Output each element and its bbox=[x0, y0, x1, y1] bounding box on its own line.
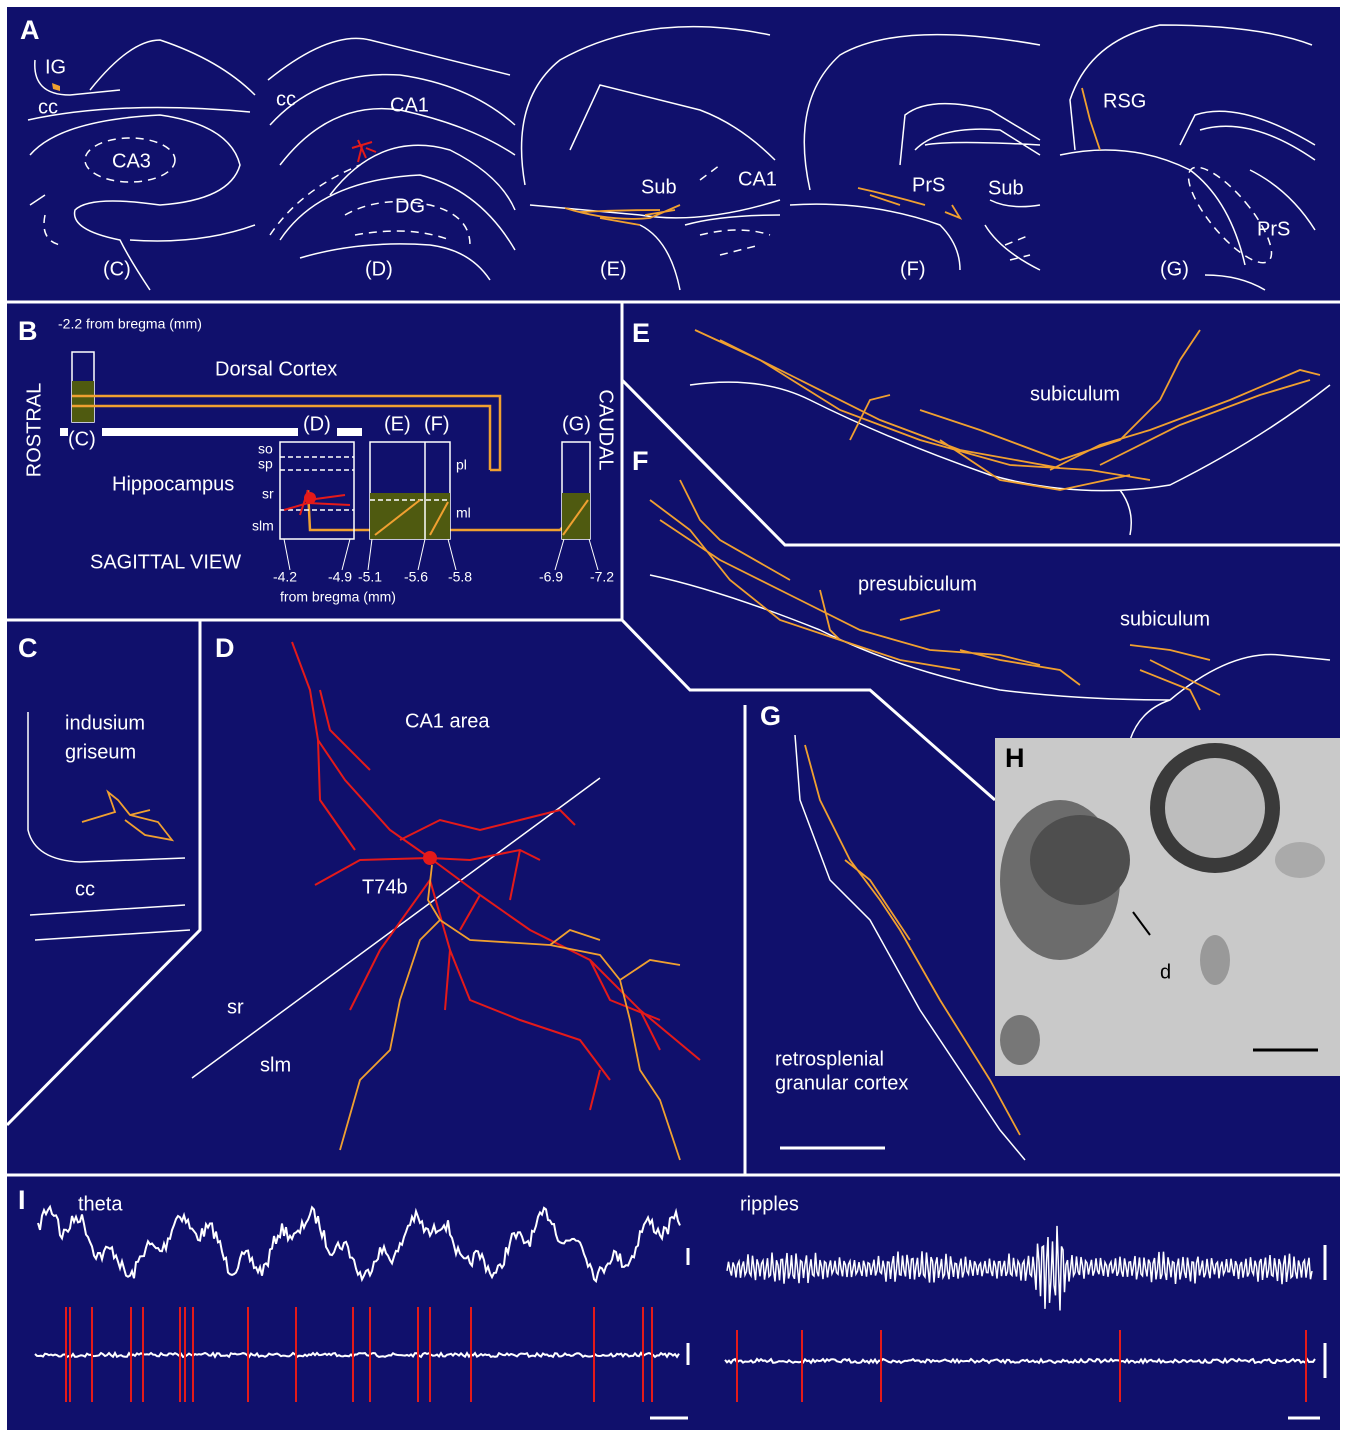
region-label: cc bbox=[75, 878, 95, 900]
layer-label: sp bbox=[258, 456, 273, 472]
section-label: (F) bbox=[900, 258, 926, 280]
region-label: granular cortex bbox=[775, 1072, 908, 1094]
axis-label: ROSTRAL bbox=[23, 383, 45, 477]
tick-label: -7.2 bbox=[590, 569, 614, 585]
panel-label: E bbox=[632, 318, 650, 348]
axis-label: CAUDAL bbox=[595, 389, 617, 470]
panel-frames bbox=[5, 300, 1340, 1177]
layer-label: slm bbox=[252, 518, 274, 534]
cell-label: T74b bbox=[362, 876, 408, 898]
section-label: (C) bbox=[68, 428, 96, 450]
layer-label: sr bbox=[262, 486, 274, 502]
layer-label: slm bbox=[260, 1054, 291, 1076]
tick-label: -4.2 bbox=[273, 569, 297, 585]
region-label: presubiculum bbox=[858, 573, 977, 595]
section-label: (G) bbox=[562, 413, 591, 435]
layer-label: pl bbox=[456, 457, 467, 473]
panel-e: E subiculum bbox=[632, 318, 1331, 536]
layer-label: sr bbox=[227, 996, 244, 1018]
region-label: DG bbox=[395, 195, 425, 217]
panel-c: C indusium griseum cc bbox=[18, 633, 191, 941]
region-label: indusium bbox=[65, 712, 145, 734]
section-label: (E) bbox=[600, 258, 627, 280]
section-label: (G) bbox=[1160, 258, 1189, 280]
region-label: Dorsal Cortex bbox=[215, 358, 337, 380]
region-label: CA1 area bbox=[405, 710, 490, 732]
panel-label: I bbox=[18, 1185, 26, 1215]
tick-label: -5.6 bbox=[404, 569, 428, 585]
section-label: (D) bbox=[365, 258, 393, 280]
trace-label: ripples bbox=[740, 1193, 799, 1215]
tick-label: -5.8 bbox=[448, 569, 472, 585]
region-label: RSG bbox=[1103, 90, 1146, 112]
panel-label: D bbox=[215, 633, 235, 663]
panel-g: G retrosplenial granular cortex bbox=[760, 701, 1026, 1161]
region-label: cc bbox=[276, 88, 296, 110]
layer-label: so bbox=[258, 441, 273, 457]
lfp-trace bbox=[726, 1225, 1313, 1311]
region-label: d bbox=[1160, 961, 1171, 983]
tick-label: -5.1 bbox=[358, 569, 382, 585]
region-label: Sub bbox=[988, 177, 1024, 199]
region-label: PrS bbox=[912, 174, 945, 196]
panel-label: F bbox=[632, 446, 649, 476]
scale-bars bbox=[650, 1245, 1327, 1420]
region-label: IG bbox=[45, 56, 66, 78]
layer-label: ml bbox=[456, 505, 471, 521]
panel-b: B -2.2 from bregma (mm) Dorsal Cortex RO… bbox=[18, 316, 617, 605]
view-label: SAGITTAL VIEW bbox=[90, 551, 241, 573]
panel-label: C bbox=[18, 633, 38, 663]
region-label: CA3 bbox=[112, 150, 151, 172]
region-label: CA1 bbox=[390, 94, 429, 116]
panel-label: A bbox=[20, 15, 40, 45]
region-label: PrS bbox=[1257, 218, 1290, 240]
section-label: (D) bbox=[303, 413, 331, 435]
tick-label: -6.9 bbox=[539, 569, 563, 585]
panel-f: F presubiculum subiculum bbox=[632, 446, 1331, 741]
cc-label: cc bbox=[180, 428, 188, 437]
panel-i: I theta ripples bbox=[18, 1185, 1327, 1420]
region-label: Hippocampus bbox=[112, 473, 234, 495]
annotation: -2.2 from bregma (mm) bbox=[58, 316, 202, 332]
lfp-trace bbox=[37, 1204, 681, 1284]
tick-lines bbox=[283, 538, 599, 571]
panel-a: A IG cc CA3 (C) cc CA1 DG (D) Sub CA1 (E… bbox=[20, 15, 1316, 291]
region-label: subiculum bbox=[1030, 383, 1120, 405]
region-label: griseum bbox=[65, 741, 136, 763]
axis-label: from bregma (mm) bbox=[280, 589, 396, 605]
section-label: (F) bbox=[424, 413, 450, 435]
region-label: cc bbox=[38, 96, 58, 118]
background bbox=[7, 7, 1340, 1430]
section-label: (E) bbox=[384, 413, 411, 435]
panel-h: H d bbox=[995, 738, 1340, 1076]
panel-d: D CA1 area T74b sr slm bbox=[191, 633, 701, 1161]
unit-trace bbox=[724, 1357, 1316, 1365]
tick-label: -4.9 bbox=[328, 569, 352, 585]
region-label: CA1 bbox=[738, 168, 777, 190]
region-label: retrosplenial bbox=[775, 1048, 884, 1070]
region-label: subiculum bbox=[1120, 608, 1210, 630]
trace-label: theta bbox=[78, 1193, 123, 1215]
region-label: Sub bbox=[641, 176, 677, 198]
panel-label: G bbox=[760, 701, 781, 731]
section-label: (C) bbox=[103, 258, 131, 280]
panel-label: H bbox=[1005, 743, 1025, 773]
panel-label: B bbox=[18, 316, 38, 346]
